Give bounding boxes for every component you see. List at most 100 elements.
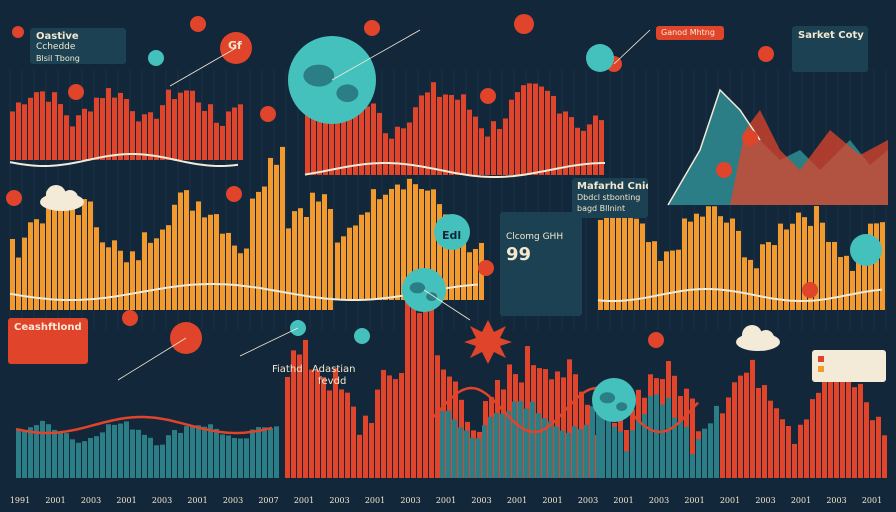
teal-bar (446, 410, 451, 478)
red-bar (28, 97, 33, 160)
red-bar (70, 126, 75, 160)
red-bar (569, 117, 574, 175)
orange-bar (389, 188, 394, 300)
top-left-box-line-1: Oastive (36, 31, 79, 42)
teal-bar (184, 426, 189, 478)
red-bar (846, 371, 851, 478)
red-bar (816, 392, 821, 478)
teal-bar (58, 432, 63, 478)
teal-bar (214, 428, 219, 478)
orange-bar (106, 247, 111, 310)
globe-land (426, 292, 438, 301)
orange-bar (142, 232, 147, 310)
red-bar (100, 98, 105, 160)
orange-bar (419, 188, 424, 300)
red-bar (148, 112, 153, 160)
teal-bar (512, 401, 517, 478)
red-bar (573, 374, 578, 478)
year-label: 2001 (435, 496, 457, 505)
top-right-orange-badge: Ganod Mhtng (656, 26, 724, 40)
orange-bar (365, 212, 370, 300)
red-bar (882, 435, 887, 478)
teal-bar (678, 420, 683, 478)
orange-bar (310, 192, 315, 310)
orange-bar (154, 238, 159, 310)
teal-bar (76, 442, 81, 478)
red-bar (555, 371, 560, 478)
red-bar (876, 416, 881, 478)
red-bar (371, 103, 376, 175)
teal-bar (600, 403, 605, 478)
connector-line (239, 327, 299, 357)
teal-bar (202, 426, 207, 478)
sunburst (464, 320, 512, 364)
top-right-info-box: Sarket Coty (792, 26, 868, 72)
top-left-info-box: Oastive Cchedde Blsil Tbong (30, 28, 126, 64)
connector-line (117, 337, 187, 381)
teal-bar (256, 427, 261, 478)
red-bar (425, 92, 430, 175)
red-bar (142, 114, 147, 160)
cloud (46, 185, 66, 205)
badge-circle (6, 190, 22, 206)
area-outline (667, 88, 761, 206)
badge-circle (478, 260, 494, 276)
teal-bar (612, 426, 617, 478)
orange-bar (401, 189, 406, 300)
teal-bar (268, 428, 273, 478)
orange-bar (112, 240, 117, 310)
teal-bar (714, 405, 719, 478)
teal-bar (660, 404, 665, 478)
teal-bar (572, 426, 577, 478)
orange-bar (778, 223, 783, 310)
red-bar (184, 90, 189, 160)
red-bar (870, 420, 875, 478)
orange-bar (40, 223, 45, 310)
red-bar (309, 369, 314, 478)
badge-circle (802, 282, 818, 298)
red-bar (509, 99, 514, 175)
connector-line (169, 47, 237, 87)
teal-bar (118, 423, 123, 478)
orange-bar (407, 178, 412, 300)
red-bar (383, 133, 388, 175)
gf-badge-text: Gf (228, 39, 242, 52)
orange-bar (748, 259, 753, 310)
orange-bar (280, 146, 285, 310)
red-bar (828, 376, 833, 478)
teal-bar (506, 411, 511, 478)
teal-bar (178, 432, 183, 478)
red-bar (437, 96, 442, 175)
orange-bar (443, 214, 448, 300)
orange-bar (88, 201, 93, 310)
year-label: 2003 (400, 496, 421, 505)
teal-bar (82, 441, 87, 478)
orange-bar (449, 229, 454, 300)
legend-swatch (818, 356, 824, 362)
red-bar (429, 287, 434, 478)
teal-bar (560, 430, 565, 478)
teal-bar (70, 439, 75, 478)
red-bar (497, 128, 502, 175)
teal-bar (654, 394, 659, 478)
red-bar (345, 392, 350, 478)
red-bar (339, 389, 344, 478)
orange-bar (461, 238, 466, 300)
red-bar (491, 121, 496, 175)
orange-bar (214, 214, 219, 310)
badge-circle (190, 16, 206, 32)
year-label: 2003 (577, 496, 599, 505)
teal-bar (624, 451, 629, 478)
teal-bar (220, 434, 225, 478)
red-bar (365, 106, 370, 175)
mid-right-box-line-3: bagd Bllnint (577, 204, 626, 213)
connector-line (423, 289, 471, 321)
red-bar (503, 118, 508, 175)
teal-bar (232, 438, 237, 478)
orange-bar (802, 217, 807, 310)
orange-bar (598, 219, 603, 310)
red-bar (726, 397, 731, 478)
red-bar (551, 95, 556, 175)
teal-bar (274, 426, 279, 478)
red-bar (750, 359, 755, 478)
